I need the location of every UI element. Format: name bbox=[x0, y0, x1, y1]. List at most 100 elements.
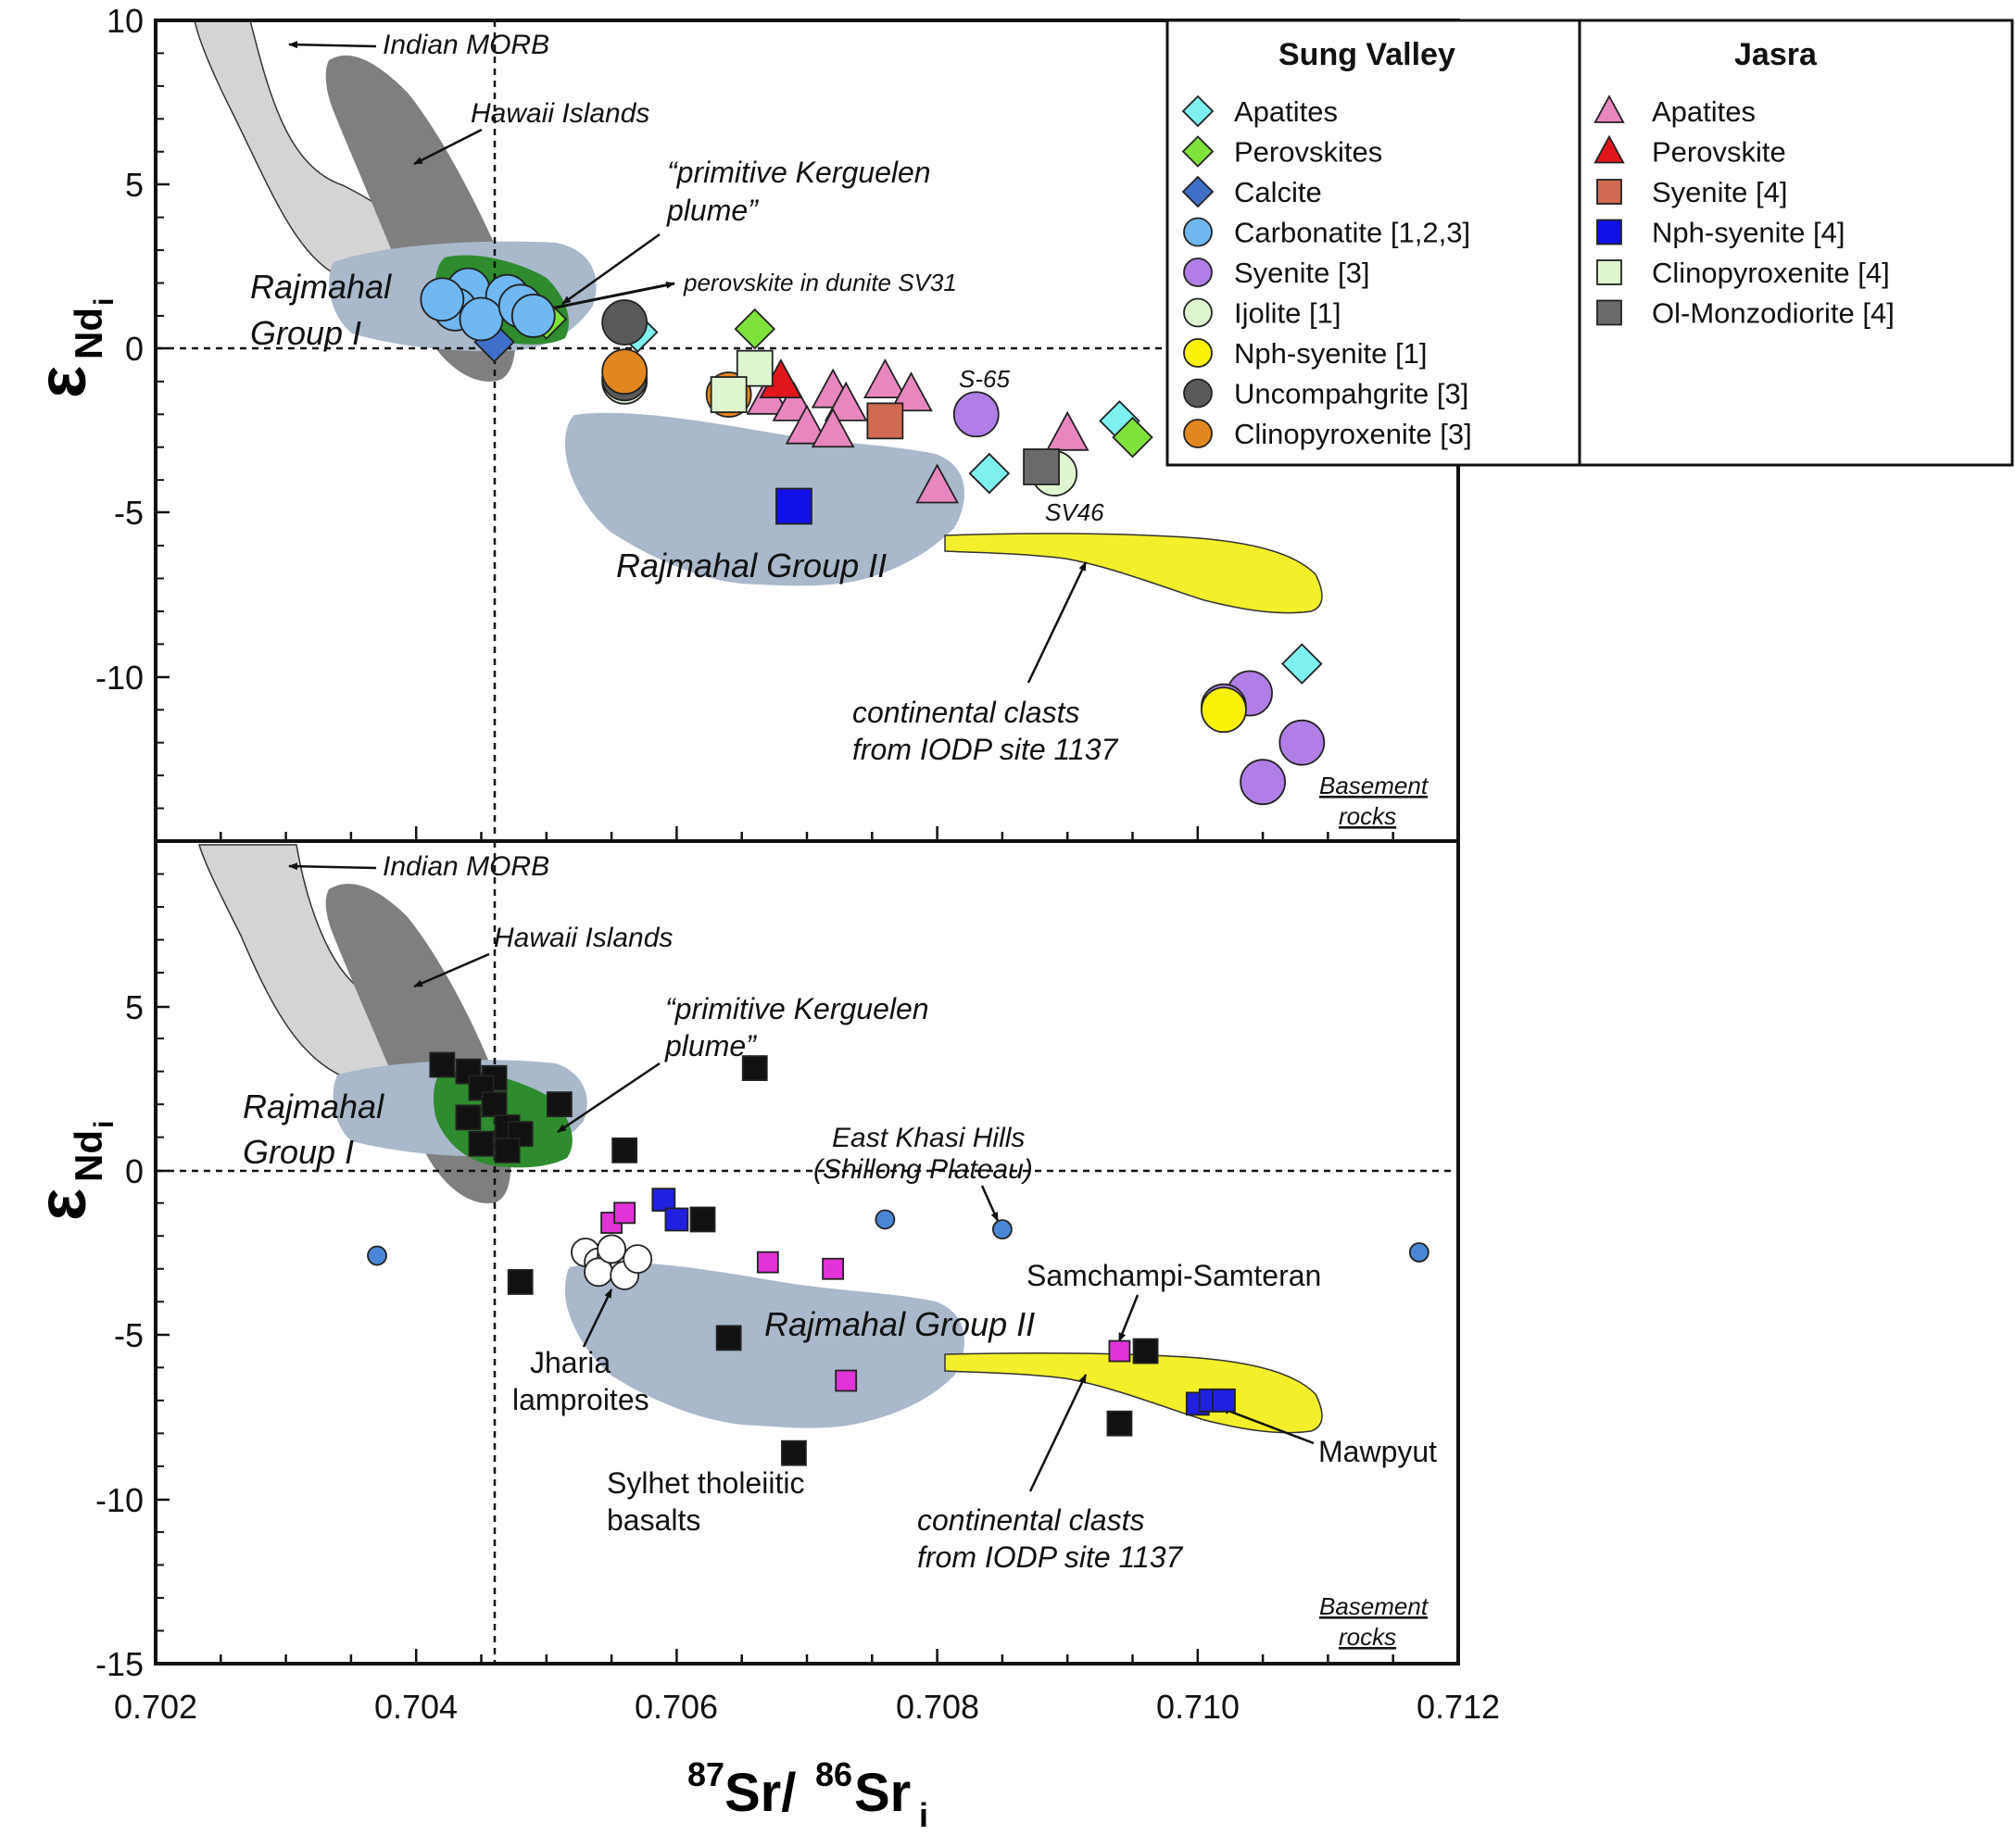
label-rajmahal-g1-top-1: Rajmahal bbox=[250, 268, 392, 306]
bottom-panel-markers bbox=[156, 873, 1429, 1632]
legend-marker-jasra-ol-monzodiorite-4 bbox=[1596, 299, 1622, 326]
arrow-indian-morb-top bbox=[288, 41, 377, 49]
legend-marker-sung-valley-perovskites bbox=[1181, 135, 1215, 168]
y-label-top-m10: -10 bbox=[95, 659, 144, 697]
arrow-indian-morb-bottom bbox=[288, 862, 377, 871]
y-axis-top: 10 5 0 -5 -10 bbox=[95, 2, 170, 697]
legend-title-sung-valley: Sung Valley bbox=[1278, 37, 1455, 72]
label-clasts-bottom-2: from IODP site 1137 bbox=[917, 1540, 1184, 1574]
label-hawaii-bottom: Hawaii Islands bbox=[494, 923, 673, 953]
y-label-bottom-0: 0 bbox=[125, 1152, 144, 1190]
legend-items: Apatites Perovskites Calcite Carbonatite [1… bbox=[1181, 94, 1895, 450]
continental-clasts-field-bottom bbox=[944, 1352, 1323, 1434]
legend-marker-jasra-nph-syenite-4 bbox=[1596, 219, 1622, 245]
label-sylhet-1: Sylhet tholeiitic bbox=[607, 1466, 804, 1500]
top-point-jasra-ol-monzodiorite-4-0 bbox=[1023, 448, 1060, 485]
x-title-end: Sr bbox=[854, 1763, 911, 1823]
arrow-mawpyut bbox=[1220, 1406, 1315, 1445]
bottom-point-series-0-11 bbox=[611, 1137, 638, 1163]
bottom-point-series-0-14 bbox=[689, 1206, 716, 1233]
label-sylhet-2: basalts bbox=[607, 1503, 700, 1537]
legend-marker-sung-valley-carbonatite-1-2-3 bbox=[1183, 217, 1213, 247]
bottom-point-series-3-0 bbox=[367, 1245, 387, 1266]
legend-label-jasra-ol-monzodiorite-4: Ol-Monzodiorite [4] bbox=[1652, 297, 1895, 330]
top-point-sung-valley-syenite-3-3 bbox=[1278, 719, 1326, 766]
x-label-0712: 0.712 bbox=[1417, 1688, 1500, 1726]
legend-label-jasra-perovskite: Perovskite bbox=[1652, 136, 1786, 169]
bottom-point-series-2-1 bbox=[664, 1207, 689, 1232]
label-perovskite-dunite: perovskite in dunite SV31 bbox=[683, 269, 957, 296]
x-title-sub: i bbox=[919, 1796, 928, 1834]
legend-label-sung-valley-syenite-3: Syenite [3] bbox=[1234, 257, 1369, 289]
label-clasts-top-2: from IODP site 1137 bbox=[852, 733, 1119, 766]
label-clasts-bottom-1: continental clasts bbox=[917, 1503, 1144, 1537]
bottom-point-series-3-2 bbox=[992, 1219, 1013, 1240]
legend-title-jasra: Jasra bbox=[1734, 37, 1818, 72]
bottom-point-series-1-3 bbox=[822, 1257, 845, 1280]
label-rajmahal-g1-bottom-1: Rajmahal bbox=[243, 1087, 384, 1125]
legend-marker-jasra-perovskite bbox=[1593, 134, 1625, 164]
top-point-jasra-apatites-3 bbox=[824, 381, 868, 421]
x-axis: 0.702 0.704 0.706 0.708 0.710 0.712 87 S… bbox=[114, 826, 1500, 1834]
label-s65: S-65 bbox=[959, 365, 1010, 393]
label-kerguelen-bottom-2: plume” bbox=[664, 1029, 757, 1062]
bottom-point-series-0-10 bbox=[546, 1091, 573, 1118]
label-basement-bottom-2: rocks bbox=[1339, 1623, 1396, 1651]
legend-marker-sung-valley-ijolite-1 bbox=[1183, 297, 1213, 328]
y-label-top-5: 5 bbox=[125, 166, 144, 204]
label-indian-morb-bottom: Indian MORB bbox=[383, 851, 549, 882]
legend-label-sung-valley-calcite: Calcite bbox=[1234, 176, 1322, 208]
label-indian-morb-top: Indian MORB bbox=[383, 30, 549, 60]
y-label-bottom-m10: -10 bbox=[95, 1481, 144, 1519]
y-label-top-m5: -5 bbox=[114, 494, 144, 532]
y-title-top-main: ε bbox=[23, 366, 100, 398]
x-ticks bbox=[154, 826, 1460, 1664]
top-point-jasra-apatites-8 bbox=[915, 463, 959, 504]
top-point-sung-valley-syenite-3-4 bbox=[1240, 759, 1286, 806]
label-rajmahal-g2-bottom: Rajmahal Group II bbox=[764, 1305, 1035, 1343]
top-panel: Indian MORB Hawaii Islands “primitive Ke… bbox=[23, 2, 2014, 843]
legend-label-sung-valley-ijolite-1: Ijolite [1] bbox=[1234, 297, 1341, 330]
label-basement-top-2: rocks bbox=[1339, 802, 1396, 830]
y-title-top-subsub: i bbox=[89, 298, 120, 306]
y-axis-title-bottom: ε Nd i bbox=[23, 1121, 120, 1221]
legend-marker-jasra-syenite-4 bbox=[1596, 179, 1622, 205]
y-title-bottom-sub: Nd bbox=[67, 1130, 110, 1182]
top-point-sung-valley-clinopyroxenite-3-0 bbox=[601, 348, 649, 396]
top-point-jasra-apatites-5 bbox=[811, 408, 855, 448]
bottom-point-series-1-5 bbox=[1108, 1339, 1131, 1363]
top-point-sung-valley-apatites-2 bbox=[968, 452, 1011, 495]
top-point-sung-valley-nph-syenite-1-0 bbox=[1201, 686, 1247, 734]
x-label-0708: 0.708 bbox=[896, 1688, 979, 1726]
x-label-0710: 0.710 bbox=[1156, 1688, 1240, 1726]
x-title-sup2: 86 bbox=[815, 1755, 852, 1793]
top-panel-markers bbox=[156, 52, 1326, 810]
bottom-point-series-0-16 bbox=[781, 1439, 807, 1466]
legend-label-sung-valley-apatites: Apatites bbox=[1234, 95, 1338, 128]
arrow-samchampi bbox=[1117, 1294, 1140, 1342]
bottom-point-series-1-4 bbox=[835, 1369, 858, 1392]
label-basement-bottom-1: Basement bbox=[1319, 1592, 1429, 1620]
legend-label-sung-valley-carbonatite-1-2-3: Carbonatite [1,2,3] bbox=[1234, 217, 1470, 249]
top-point-sung-valley-uncompahgrite-3-0 bbox=[601, 299, 649, 346]
label-sv46: SV46 bbox=[1045, 498, 1104, 526]
y-title-top-sub: Nd bbox=[67, 308, 110, 359]
legend-marker-sung-valley-syenite-3 bbox=[1183, 258, 1213, 287]
top-point-jasra-apatites-9 bbox=[1045, 410, 1089, 451]
legend-label-jasra-apatites: Apatites bbox=[1652, 95, 1756, 128]
bottom-point-series-3-1 bbox=[875, 1209, 896, 1230]
bottom-point-series-0-13 bbox=[507, 1269, 534, 1295]
bottom-point-series-0-15 bbox=[715, 1325, 742, 1351]
bottom-point-series-0-18 bbox=[1132, 1338, 1159, 1364]
y-axis-bottom: 5 0 -5 -10 -15 bbox=[95, 988, 170, 1683]
arrow-hawaii-top bbox=[413, 128, 483, 166]
legend-marker-jasra-apatites bbox=[1593, 94, 1625, 123]
label-east-khasi-2: (Shillong Plateau) bbox=[813, 1154, 1033, 1185]
continental-clasts-field-top bbox=[944, 533, 1323, 614]
arrow-east-khasi bbox=[980, 1185, 1000, 1222]
label-rajmahal-g2-top: Rajmahal Group II bbox=[616, 547, 887, 585]
bottom-point-series-2-0 bbox=[651, 1188, 676, 1213]
label-clasts-top-1: continental clasts bbox=[852, 696, 1079, 729]
legend-label-sung-valley-clinopyroxenite-3: Clinopyroxenite [3] bbox=[1234, 418, 1472, 450]
